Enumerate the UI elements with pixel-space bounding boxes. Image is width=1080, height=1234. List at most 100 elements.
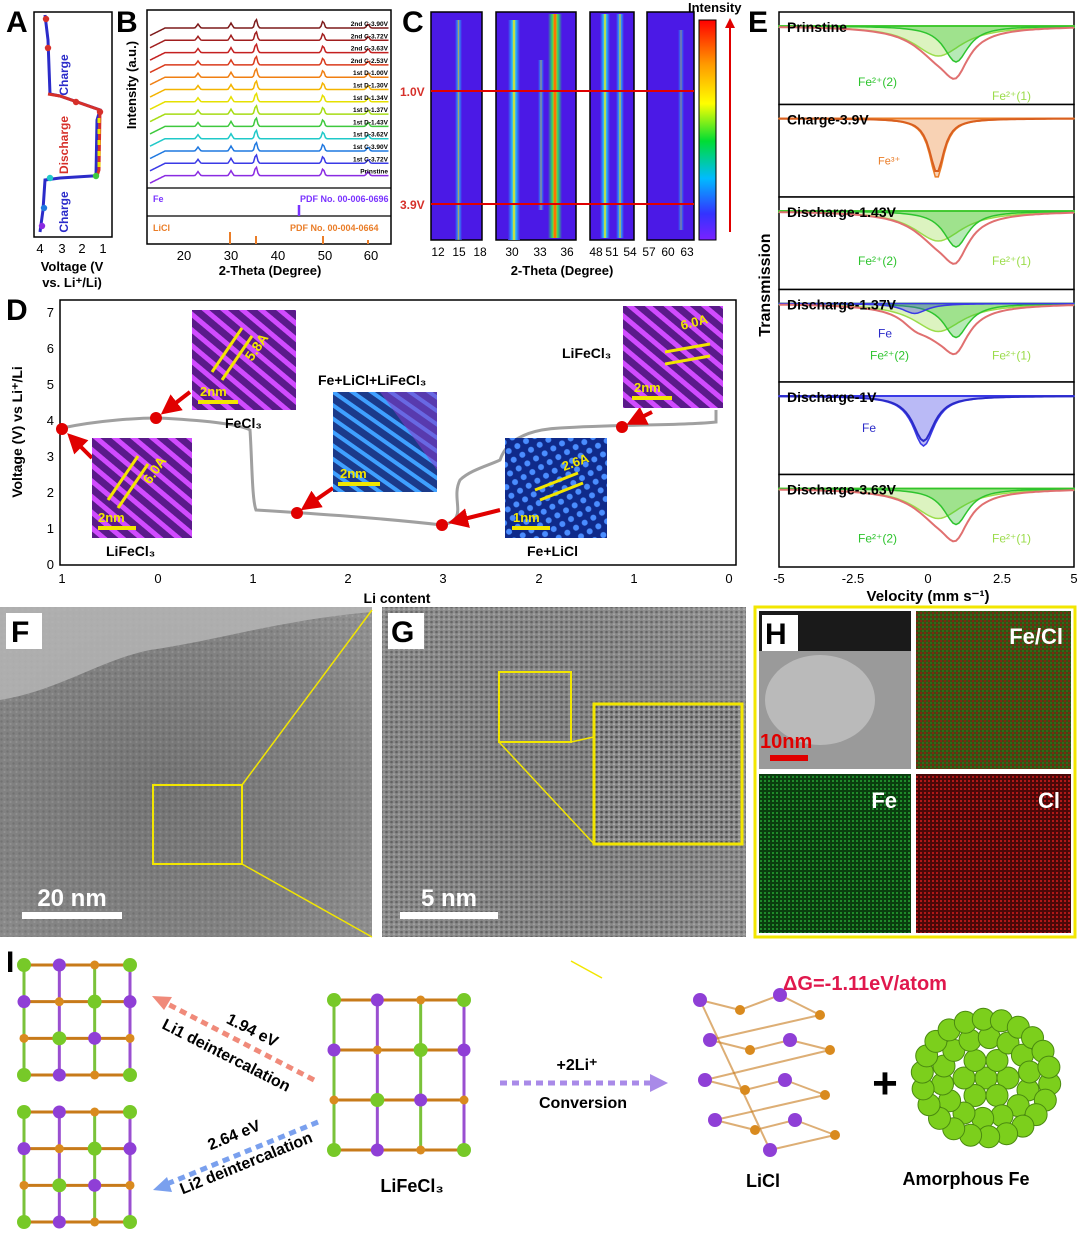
haadf-bright xyxy=(765,655,875,745)
bond xyxy=(784,1079,826,1096)
state-label: Discharge-1.37V xyxy=(787,297,897,313)
panel-a-xlabel-2: vs. Li⁺/Li) xyxy=(42,275,102,290)
point xyxy=(92,172,100,180)
streak xyxy=(508,20,520,240)
atom xyxy=(90,960,100,970)
fit-envelope xyxy=(779,395,1075,443)
panel-b-xlabel: 2-Theta (Degree) xyxy=(219,263,322,278)
scale-label: 2nm xyxy=(200,384,227,399)
tick: 33 xyxy=(533,245,547,259)
tick: 0 xyxy=(924,571,931,586)
panel-b: B Intensity (a.u.) 2nd C-3.90V 2nd C-3.72… xyxy=(116,6,392,278)
xrd-trace xyxy=(149,128,389,147)
inset-label: LiFeCl₃ xyxy=(106,543,155,559)
marker-3.9v: 3.9V xyxy=(400,198,425,212)
charge-label-top: Charge xyxy=(57,54,71,96)
atom xyxy=(123,958,137,972)
atom xyxy=(416,1145,426,1155)
map-cl xyxy=(916,774,1071,933)
xrd-trace-label: 1st D-1.43V xyxy=(353,119,389,126)
tick: 18 xyxy=(473,245,487,259)
atom xyxy=(416,995,426,1005)
panel-letter-f: F xyxy=(11,616,29,649)
xrd-trace xyxy=(149,141,389,160)
tick: 0 xyxy=(725,571,732,586)
arrow-li1 xyxy=(158,997,316,1083)
tick: -2.5 xyxy=(842,571,864,586)
tick: 0 xyxy=(154,571,161,586)
state-point xyxy=(291,507,303,519)
fe-atom xyxy=(996,1066,1020,1090)
scale-bar xyxy=(770,755,808,761)
xrd-trace xyxy=(149,42,389,61)
tick: 30 xyxy=(224,248,238,263)
atom xyxy=(52,958,66,972)
panel-letter-g: G xyxy=(391,616,414,649)
atom xyxy=(88,1031,102,1045)
fe-label: Amorphous Fe xyxy=(902,1169,1029,1189)
xrd-trace-label: 2nd C-3.90V xyxy=(351,21,389,28)
tick: 1 xyxy=(99,241,106,256)
xrd-trace-label: 2nd C-2.53V xyxy=(351,58,389,65)
atom xyxy=(88,1178,102,1192)
fit-envelope xyxy=(778,488,1075,543)
atom xyxy=(698,1073,712,1087)
panel-g: G 5 nm xyxy=(382,607,746,937)
atom xyxy=(370,993,384,1007)
atom xyxy=(327,1043,341,1057)
atom xyxy=(788,1113,802,1127)
tick: 57 xyxy=(642,245,656,259)
scale-label: 2nm xyxy=(98,510,125,525)
tick: 30 xyxy=(505,245,519,259)
colorbar xyxy=(698,19,717,241)
amorphous-fe-cluster xyxy=(910,1007,1062,1149)
scale-bar xyxy=(338,482,380,486)
xrd-trace xyxy=(149,67,389,86)
panel-letter-i: I xyxy=(6,946,14,979)
panel-letter-h: H xyxy=(765,618,787,651)
conv-top: +2Li⁺ xyxy=(557,1057,598,1074)
bond xyxy=(794,1119,836,1136)
fe-atom xyxy=(985,1084,1009,1107)
tick: 54 xyxy=(623,245,637,259)
tick: 4 xyxy=(47,413,54,428)
hrtem-inset-mix: Fe+LiCl+LiFeCl₃ 2nm xyxy=(318,372,437,492)
heatmap-bg xyxy=(589,11,635,241)
fringe-marker xyxy=(220,335,254,381)
tick: 60 xyxy=(364,248,378,263)
panel-e-xlabel: Velocity (mm s⁻¹) xyxy=(867,588,990,605)
atom xyxy=(703,1033,717,1047)
state-arrows xyxy=(67,390,653,528)
xrd-trace-label: 1st D-1.34V xyxy=(353,95,389,102)
fringe-marker xyxy=(664,354,711,366)
heatmap-block-1 xyxy=(430,11,483,241)
fit-envelope xyxy=(779,303,1075,356)
atom xyxy=(52,1215,66,1229)
atom xyxy=(90,1217,100,1227)
tick: 36 xyxy=(560,245,574,259)
bond xyxy=(714,1094,826,1121)
discharge-label: Discharge xyxy=(57,116,71,174)
panel-d-xlabel: Li content xyxy=(364,590,431,606)
scale-label: 2nm xyxy=(340,466,367,481)
tick: 5 xyxy=(1070,571,1077,586)
atom xyxy=(54,997,64,1007)
colorbar-title: Intensity xyxy=(688,0,742,15)
atom xyxy=(87,1141,102,1156)
fringe-marker xyxy=(106,455,140,501)
atom xyxy=(370,1093,385,1107)
bond xyxy=(699,999,771,1151)
atom xyxy=(820,1090,830,1100)
map-label-cl: Cl xyxy=(1038,788,1060,813)
charge-label-bottom: Charge xyxy=(57,191,71,233)
heatmap-block-4 xyxy=(646,11,695,241)
tick: 40 xyxy=(271,248,285,263)
inset-label: LiFeCl₃ xyxy=(562,345,611,361)
fit-envelope xyxy=(778,211,1075,265)
bond xyxy=(779,994,821,1016)
mossbauer-component xyxy=(778,302,1075,315)
atom xyxy=(457,1043,471,1057)
atom xyxy=(123,1068,137,1082)
tick: 4 xyxy=(36,241,43,256)
atom xyxy=(123,995,137,1009)
